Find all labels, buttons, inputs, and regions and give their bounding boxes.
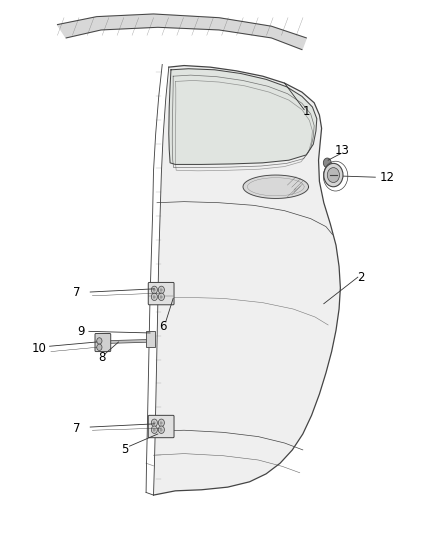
Text: 7: 7 — [73, 422, 81, 434]
Circle shape — [327, 167, 339, 182]
Polygon shape — [153, 66, 340, 495]
Circle shape — [151, 293, 157, 301]
Text: 8: 8 — [98, 351, 106, 365]
Circle shape — [151, 286, 157, 294]
Circle shape — [158, 419, 164, 426]
Polygon shape — [169, 69, 317, 165]
Circle shape — [324, 164, 343, 187]
FancyBboxPatch shape — [95, 334, 111, 352]
Circle shape — [97, 344, 102, 351]
Text: 5: 5 — [121, 443, 129, 456]
FancyBboxPatch shape — [148, 415, 174, 438]
Text: 7: 7 — [73, 286, 81, 298]
Circle shape — [323, 158, 331, 167]
Text: 13: 13 — [335, 144, 350, 157]
Text: 10: 10 — [32, 342, 46, 356]
Circle shape — [151, 426, 157, 433]
Circle shape — [158, 286, 164, 294]
Polygon shape — [57, 14, 306, 50]
Text: 12: 12 — [380, 171, 395, 184]
Circle shape — [97, 338, 102, 344]
FancyBboxPatch shape — [148, 282, 174, 305]
Bar — [146, 332, 155, 348]
Text: 1: 1 — [303, 105, 310, 118]
Text: 6: 6 — [159, 320, 167, 333]
Text: 9: 9 — [78, 325, 85, 338]
Circle shape — [158, 293, 164, 301]
Circle shape — [151, 419, 157, 426]
Text: 2: 2 — [357, 271, 365, 284]
Circle shape — [158, 426, 164, 433]
Polygon shape — [243, 175, 308, 198]
